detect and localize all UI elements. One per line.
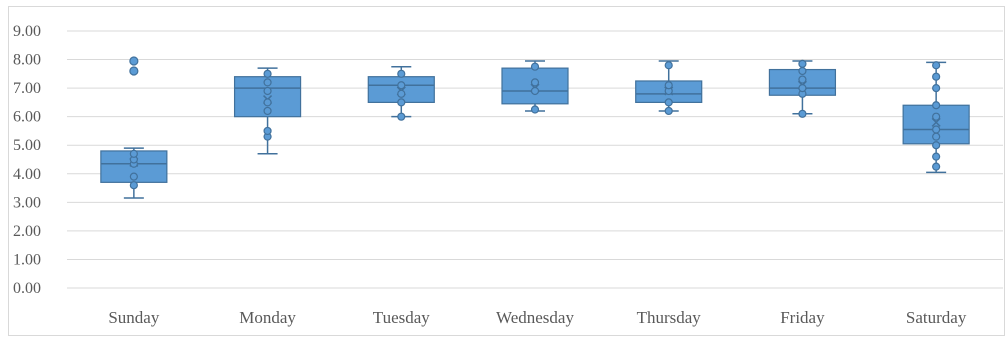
box-sunday: [100, 56, 168, 199]
y-tick-label: 2.00: [13, 223, 41, 240]
data-point: [932, 84, 941, 93]
x-category-label: Monday: [239, 308, 296, 327]
data-point: [932, 101, 941, 110]
data-point: [129, 149, 138, 158]
data-point: [664, 61, 673, 70]
x-axis-category-labels: Sunday Monday Tuesday Wednesday Thursday Frid…: [108, 308, 966, 327]
box-saturday: [902, 61, 970, 174]
data-point: [932, 152, 941, 161]
data-point: [664, 81, 673, 90]
data-point: [263, 126, 272, 136]
outlier-point: [129, 66, 139, 76]
data-point: [932, 132, 941, 141]
data-point: [798, 59, 807, 68]
data-point: [129, 181, 138, 190]
y-tick-label: 8.00: [13, 52, 41, 69]
data-point: [129, 172, 138, 181]
data-point: [530, 62, 540, 71]
y-tick-label: 0.00: [13, 280, 41, 297]
data-point: [397, 98, 406, 107]
data-point: [397, 89, 406, 98]
data-point: [397, 69, 406, 78]
box-series: [100, 56, 970, 199]
data-point: [664, 106, 673, 116]
y-tick-label: 7.00: [13, 80, 41, 97]
box-tuesday: [367, 65, 435, 121]
data-point: [263, 98, 272, 107]
data-point: [932, 125, 941, 134]
data-point: [263, 69, 272, 78]
y-tick-label: 1.00: [13, 251, 41, 268]
box-wednesday: [501, 60, 569, 114]
data-point: [263, 78, 272, 87]
data-point: [798, 109, 807, 118]
data-point: [530, 78, 540, 87]
data-point: [932, 141, 941, 150]
data-point: [397, 81, 406, 90]
data-point: [798, 75, 807, 84]
data-point: [664, 98, 673, 107]
y-tick-label: 3.00: [13, 194, 41, 211]
box-friday: [768, 59, 837, 118]
data-point: [932, 162, 941, 171]
gridlines: [67, 30, 1003, 289]
data-point: [932, 72, 941, 81]
x-category-label: Sunday: [108, 308, 160, 327]
x-category-label: Tuesday: [373, 308, 430, 327]
x-category-label: Saturday: [906, 308, 967, 327]
y-tick-label: 5.00: [13, 137, 41, 154]
box-thursday: [635, 60, 703, 116]
data-point: [397, 112, 406, 121]
x-category-label: Wednesday: [496, 308, 574, 327]
x-category-label: Friday: [780, 308, 825, 327]
data-point: [263, 106, 272, 116]
data-point: [530, 105, 540, 114]
data-point: [932, 112, 941, 121]
y-tick-label: 9.00: [13, 23, 41, 40]
y-tick-label: 4.00: [13, 166, 41, 183]
outlier-point: [129, 56, 139, 66]
box-plot-chart: 0.00 1.00 2.00 3.00 4.00 5.00 6.00 7.00 8.00 9.00…: [13, 23, 1003, 327]
y-axis-tick-labels: 0.00 1.00 2.00 3.00 4.00 5.00 6.00 7.00 8.00 9.00: [13, 23, 41, 297]
y-tick-label: 6.00: [13, 109, 41, 126]
data-point: [263, 86, 272, 96]
x-category-label: Thursday: [637, 308, 702, 327]
data-point: [798, 84, 807, 93]
data-point: [798, 66, 807, 76]
data-point: [530, 86, 540, 96]
chart-container: 0.00 1.00 2.00 3.00 4.00 5.00 6.00 7.00 8.00 9.00…: [8, 6, 1005, 336]
data-point: [932, 61, 941, 70]
box-monday: [233, 67, 302, 155]
